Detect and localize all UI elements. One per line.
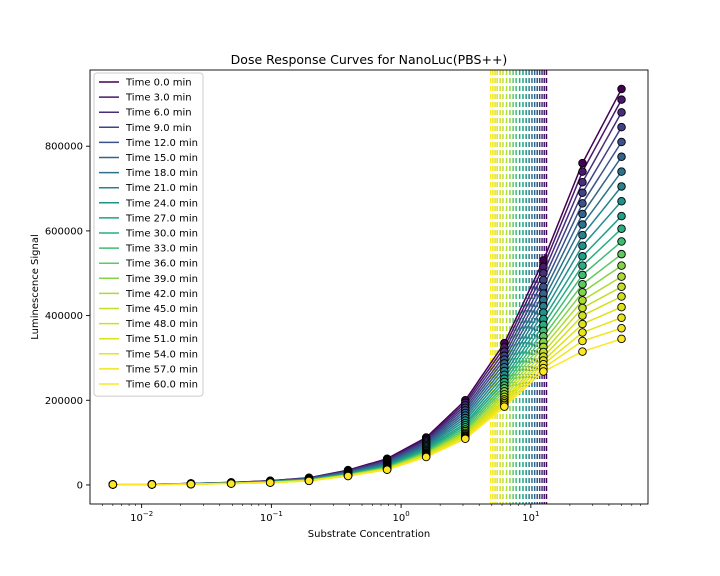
data-point: [343, 471, 353, 481]
data-point: [617, 211, 626, 221]
data-point: [461, 434, 470, 444]
legend-label: Time 51.0 min: [125, 334, 198, 345]
data-point: [578, 319, 587, 329]
data-point: [578, 199, 587, 208]
y-axis-label: Luminescence Signal: [30, 234, 41, 340]
legend-label: Time 9.0 min: [125, 123, 192, 134]
data-point: [617, 302, 626, 312]
data-point: [617, 95, 626, 104]
chart-title: Dose Response Curves for NanoLuc(PBS++): [231, 52, 508, 67]
legend-label: Time 18.0 min: [125, 168, 198, 179]
data-point: [617, 152, 626, 162]
data-point: [617, 249, 626, 259]
data-point: [578, 167, 587, 176]
legend-label: Time 42.0 min: [125, 289, 198, 300]
data-point: [265, 478, 275, 487]
data-point: [578, 177, 587, 187]
x-axis-label: Substrate Concentration: [308, 529, 430, 540]
legend-label: Time 54.0 min: [125, 349, 198, 360]
data-point: [617, 324, 626, 333]
y-tick-label: 400000: [45, 311, 83, 322]
data-point: [421, 452, 431, 462]
data-point: [578, 311, 587, 320]
legend-label: Time 60.0 min: [125, 380, 198, 391]
data-point: [617, 197, 626, 206]
data-point: [147, 480, 157, 489]
data-point: [617, 182, 626, 191]
plot-layer: [108, 70, 626, 504]
data-point: [186, 479, 196, 489]
data-point: [617, 224, 626, 234]
y-tick-label: 0: [77, 480, 83, 491]
legend-label: Time 15.0 min: [125, 153, 198, 164]
legend-label: Time 48.0 min: [125, 319, 198, 330]
axes-frame: [89, 69, 649, 505]
data-point: [617, 84, 626, 94]
legend-label: Time 21.0 min: [125, 183, 198, 194]
legend-label: Time 27.0 min: [125, 213, 198, 224]
data-point: [578, 270, 587, 280]
data-point: [617, 292, 626, 301]
legend-label: Time 3.0 min: [125, 93, 192, 104]
legend-label: Time 0.0 min: [125, 78, 192, 89]
data-point: [578, 336, 587, 346]
legend-label: Time 57.0 min: [125, 364, 198, 375]
legend-label: Time 36.0 min: [125, 259, 198, 270]
data-point: [617, 237, 626, 246]
legend-label: Time 33.0 min: [125, 244, 198, 255]
plot-area: 10−2 10−1 100 101 0 200000 400000 600000 800000: [45, 69, 649, 524]
data-point: [226, 479, 236, 488]
x-tick-label: 10−1: [260, 510, 283, 524]
data-point: [578, 252, 587, 261]
x-tick-label: 10−2: [130, 510, 153, 524]
data-point: [578, 188, 587, 198]
legend-label: Time 45.0 min: [125, 304, 198, 315]
data-point: [617, 272, 626, 281]
data-point: [382, 465, 392, 474]
legend-box: [93, 72, 204, 397]
data-point: [578, 220, 587, 229]
x-tick-label: 101: [522, 510, 539, 524]
legend-label: Time 39.0 min: [125, 274, 198, 285]
data-point: [304, 476, 314, 486]
legend-label: Time 24.0 min: [125, 198, 198, 209]
data-point: [578, 279, 587, 289]
data-point: [578, 158, 587, 168]
data-point: [578, 296, 587, 305]
legend-label: Time 12.0 min: [125, 138, 198, 149]
data-point: [578, 261, 587, 270]
data-point: [578, 347, 587, 356]
legend-label: Time 6.0 min: [125, 108, 192, 119]
data-point: [578, 209, 587, 219]
y-tick-label: 600000: [45, 226, 83, 237]
data-point: [578, 328, 587, 337]
data-point: [617, 122, 626, 132]
data-point: [617, 108, 626, 117]
data-point: [617, 313, 626, 322]
data-point: [578, 288, 587, 297]
data-point: [539, 367, 548, 376]
data-point: [617, 137, 626, 147]
y-tick-label: 800000: [45, 142, 83, 153]
data-point: [617, 334, 626, 344]
data-point: [578, 241, 587, 250]
fit-curve: [112, 338, 622, 486]
legend-label: Time 30.0 min: [125, 229, 198, 240]
y-tick-label: 200000: [45, 396, 83, 407]
data-point: [500, 402, 509, 411]
data-point: [578, 230, 587, 240]
data-point: [108, 480, 118, 489]
legend: Time 0.0 min Time 3.0 min Time 6.0 min Time…: [93, 72, 204, 397]
data-point: [617, 261, 626, 270]
data-point: [617, 282, 626, 292]
data-point: [617, 167, 626, 176]
x-tick-label: 100: [392, 510, 409, 524]
data-point: [578, 303, 587, 313]
